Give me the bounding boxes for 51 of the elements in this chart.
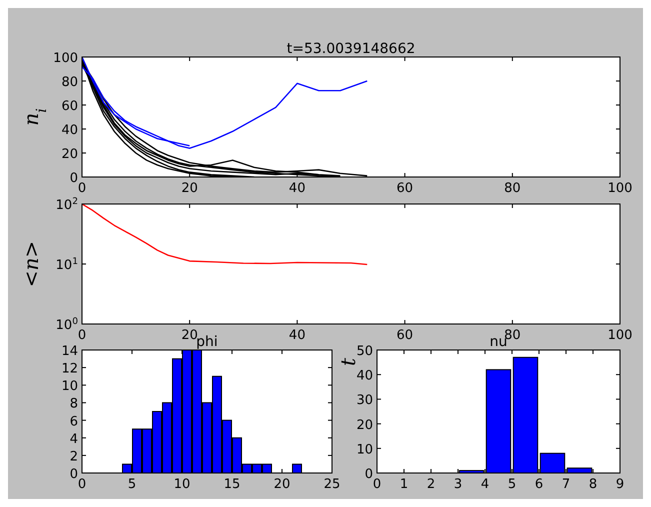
y-tick-label: 12	[61, 362, 78, 377]
y-tick-label: 6	[70, 414, 78, 430]
chart-title: t=53.0039148662	[286, 41, 416, 57]
y-tick-label: 10$^{0}$	[56, 317, 78, 333]
y-tick-label: 20	[61, 147, 78, 162]
y-tick-label: 8	[70, 396, 78, 412]
x-tick-label: 20	[274, 477, 290, 492]
x-tick-label: 9	[616, 477, 624, 492]
x-tick-label: 5	[508, 477, 516, 492]
x-tick-label: 60	[396, 328, 414, 343]
x-tick-label: 60	[396, 181, 414, 196]
x-tick-label: 10	[174, 477, 190, 492]
x-tick-label: 100	[608, 328, 632, 343]
x-tick-label: 20	[181, 181, 198, 196]
x-tick-label: 80	[504, 181, 521, 196]
x-tick-label: 15	[224, 477, 240, 492]
x-tick-label: 3	[454, 477, 462, 492]
x-tick-label: 4	[480, 477, 490, 492]
x-tick-label: 100	[608, 181, 632, 196]
x-tick-label: 20	[181, 328, 198, 343]
y-tick-label: 20	[356, 418, 373, 433]
x-tick-label: 2	[426, 477, 436, 492]
y-tick-label: 10	[61, 379, 78, 394]
y-axis-title: t	[336, 357, 360, 366]
chart-title: phi	[196, 334, 218, 350]
y-tick-label: 14	[61, 344, 78, 359]
y-tick-label: 0	[70, 467, 78, 482]
x-tick-label: 25	[324, 477, 340, 492]
x-tick-label: 5	[128, 477, 136, 492]
y-tick-label: 0	[70, 171, 78, 186]
x-tick-label: 40	[288, 181, 306, 196]
x-tick-label: 80	[504, 328, 521, 343]
y-tick-label: 10$^{2}$	[56, 197, 78, 213]
y-tick-label: 40	[61, 123, 78, 138]
y-tick-label: 80	[61, 75, 78, 90]
x-tick-label: 1	[400, 477, 408, 492]
y-tick-label: 10$^{1}$	[56, 257, 78, 273]
x-tick-label: 40	[288, 328, 306, 343]
x-tick-label: 8	[588, 477, 598, 492]
y-tick-label: 4	[70, 432, 78, 447]
y-tick-label: 0	[364, 467, 373, 482]
y-axis-title: <n>	[19, 240, 43, 288]
y-tick-label: 50	[356, 344, 373, 359]
x-tick-label: 7	[562, 477, 570, 492]
y-tick-label: 10	[356, 442, 373, 458]
y-tick-label: 60	[61, 99, 78, 114]
y-tick-label: 100	[53, 51, 78, 66]
y-tick-label: 30	[356, 393, 373, 408]
x-tick-label: 6	[534, 477, 544, 492]
y-tick-label: 2	[70, 449, 78, 464]
y-tick-label: 40	[356, 368, 373, 384]
